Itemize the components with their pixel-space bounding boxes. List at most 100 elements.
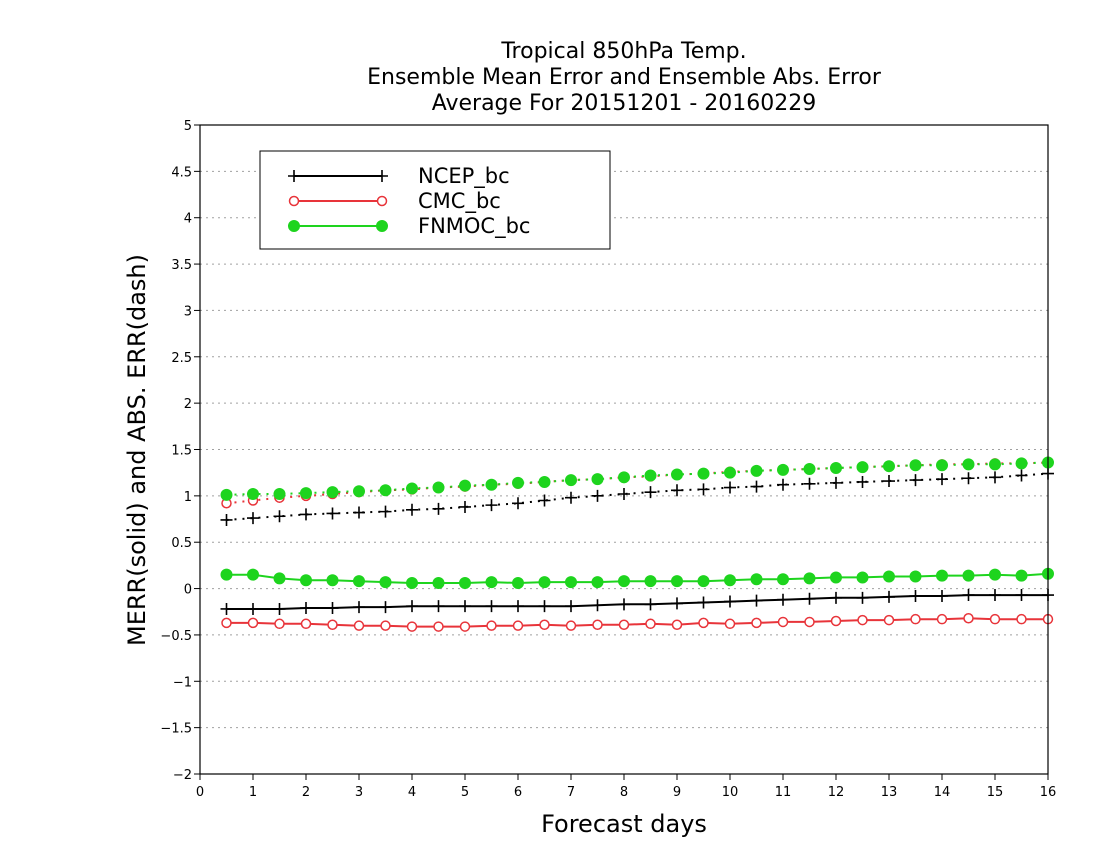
data-point [671,619,683,630]
data-point [300,508,312,521]
data-point [777,478,789,491]
x-tick-label: 11 [775,785,792,800]
data-point [856,571,869,584]
data-point [376,220,388,232]
data-point [538,600,551,613]
x-tick-label: 12 [828,785,845,800]
y-tick-label: −1.5 [160,722,192,737]
y-tick-label: −0.5 [160,629,192,644]
data-point [830,615,842,627]
data-point [406,482,418,495]
data-point [353,575,365,588]
data-point [963,612,974,624]
data-point [777,593,789,606]
data-point [618,488,630,501]
x-axis-label: Forecast days [541,810,707,838]
x-tick-label: 0 [196,785,204,800]
x-tick-label: 4 [408,785,416,800]
data-point [379,505,392,518]
data-point [1015,589,1028,602]
data-point [565,474,577,487]
data-point [671,575,683,588]
data-point [376,195,388,207]
data-point [883,460,895,473]
data-point [1015,469,1028,482]
data-point [962,569,975,582]
x-tick-label: 9 [673,785,681,800]
data-point [538,475,551,488]
data-point [512,600,524,613]
data-point [406,600,418,613]
legend-label: NCEP_bc [418,164,510,189]
data-point [750,594,763,607]
data-point [406,503,418,516]
data-point [300,487,312,500]
legend-entry: CMC_bc [288,189,501,214]
data-point [909,570,922,583]
data-point [300,602,312,615]
data-point [989,458,1001,471]
data-point [512,620,524,631]
data-point [592,619,603,630]
x-tick-label: 10 [722,785,739,800]
data-point [989,471,1001,484]
data-point [247,568,259,581]
data-point [353,601,365,614]
data-point [288,220,300,232]
x-tick-label: 1 [249,785,257,800]
data-point [406,577,418,590]
data-point [459,577,471,590]
data-point [565,620,577,631]
data-point [326,486,339,499]
data-point [486,620,497,631]
y-tick-label: −2 [173,768,192,783]
data-point [910,613,921,625]
data-point [485,478,498,491]
legend-entry: NCEP_bc [288,164,510,189]
data-point [804,616,815,628]
data-point [379,576,392,589]
x-tick-label: 15 [987,785,1004,800]
x-axis-ticks: 0 1 2 3 4 5 6 7 8 9 10 11 12 13 14 15 16 [196,774,1056,800]
data-point [883,614,895,626]
data-point [591,576,604,589]
x-tick-label: 5 [461,785,469,800]
data-point [220,602,233,615]
data-point [1015,569,1028,582]
data-point [962,458,975,471]
data-point [432,481,445,494]
data-point [565,576,577,589]
data-point [288,195,300,207]
data-point [247,602,259,615]
data-point [591,599,604,612]
data-point [220,513,233,526]
data-point [538,576,551,589]
data-point [962,472,975,485]
abs-err-line [226,461,1049,496]
data-point [539,619,550,630]
data-point [697,596,710,609]
chart-title: Tropical 850hPa Temp. Ensemble Mean Erro… [367,39,882,116]
data-point [803,572,816,585]
data-point [273,572,286,585]
data-point [936,589,948,602]
data-point [750,480,763,493]
data-point [485,499,498,512]
data-point [644,598,657,611]
legend-label: CMC_bc [418,189,501,214]
data-point [485,600,498,613]
y-tick-label: 2 [184,397,192,412]
data-point [273,488,286,501]
data-point [273,510,286,523]
data-point [750,464,763,477]
series-layer [220,456,1054,632]
data-point [644,486,657,499]
data-point [989,589,1001,602]
legend-entry: FNMOC_bc [288,214,530,239]
data-point [830,591,842,604]
data-point [856,475,869,488]
data-point [485,576,498,589]
data-point [326,602,339,615]
data-point [274,618,285,630]
